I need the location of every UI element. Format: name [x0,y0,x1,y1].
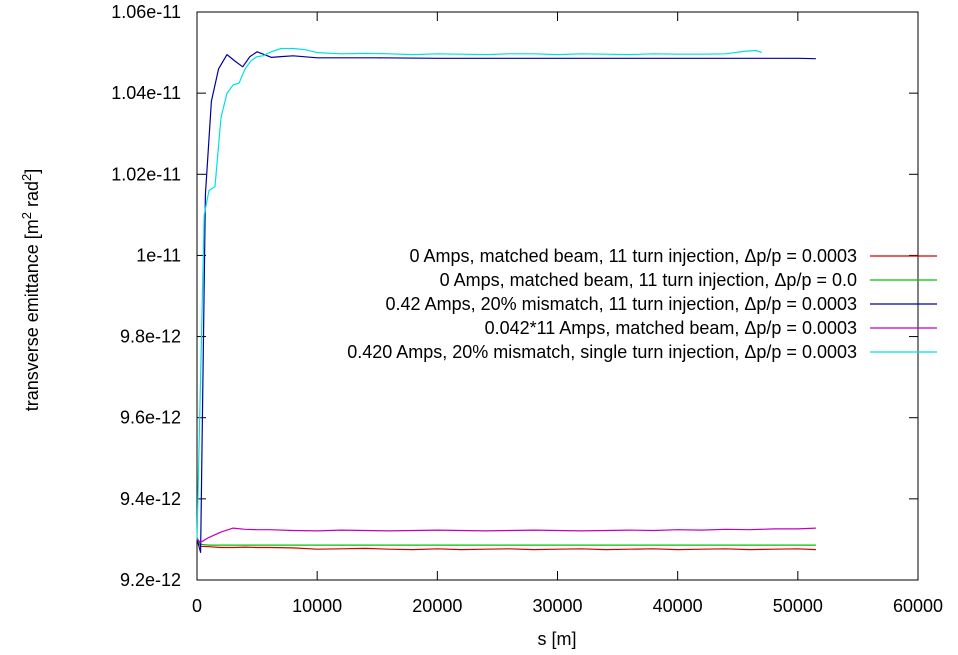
series-line-5 [196,47,762,540]
series-line-4 [196,527,816,543]
y-axis-ticks: 9.2e-12 9.4e-12 9.6e-12 9.8e-12 1e-11 1.02e-1… [111,2,918,590]
x-tick-label: 30000 [532,596,582,616]
y-tick-label: 9.8e-12 [120,327,181,347]
x-tick-label: 60000 [893,596,943,616]
legend-label: 0.420 Amps, 20% mismatch, single turn in… [347,342,857,362]
x-tick-label: 50000 [773,596,823,616]
series-lines [196,47,816,554]
y-tick-label: 1.04e-11 [111,83,181,103]
y-axis-label-main: transverse emittance [m [22,219,42,411]
y-axis-label-end: ] [22,169,42,174]
y-tick-label: 9.6e-12 [120,408,181,428]
x-tick-label: 40000 [653,596,703,616]
legend: 0 Amps, matched beam, 11 turn injection,… [347,246,937,362]
series-line-2 [196,539,816,546]
x-tick-label: 0 [192,596,202,616]
series-line-3 [196,51,816,554]
series-line-1 [196,537,816,551]
legend-label: 0.42 Amps, 20% mismatch, 11 turn injecti… [386,294,857,314]
legend-label: 0 Amps, matched beam, 11 turn injection,… [440,270,857,290]
y-tick-label: 9.2e-12 [120,570,181,590]
y-axis-label-mid: rad [22,181,42,212]
x-tick-label: 20000 [412,596,462,616]
y-axis-label: transverse emittance [m2 rad2] [19,169,42,412]
y-tick-label: 1e-11 [136,245,181,265]
legend-label: 0.042*11 Amps, matched beam, Δp/p = 0.00… [485,318,857,338]
y-tick-label: 1.02e-11 [111,164,181,184]
x-axis-label: s [m] [538,629,577,649]
y-tick-label: 1.06e-11 [111,2,181,22]
y-axis-label-sup1: 2 [19,212,34,219]
x-axis-ticks: 0 10000 20000 30000 40000 50000 60000 [192,12,943,616]
y-axis-label-sup2: 2 [19,174,34,181]
legend-label: 0 Amps, matched beam, 11 turn injection,… [410,246,857,266]
x-tick-label: 10000 [292,596,342,616]
y-tick-label: 9.4e-12 [120,489,181,509]
